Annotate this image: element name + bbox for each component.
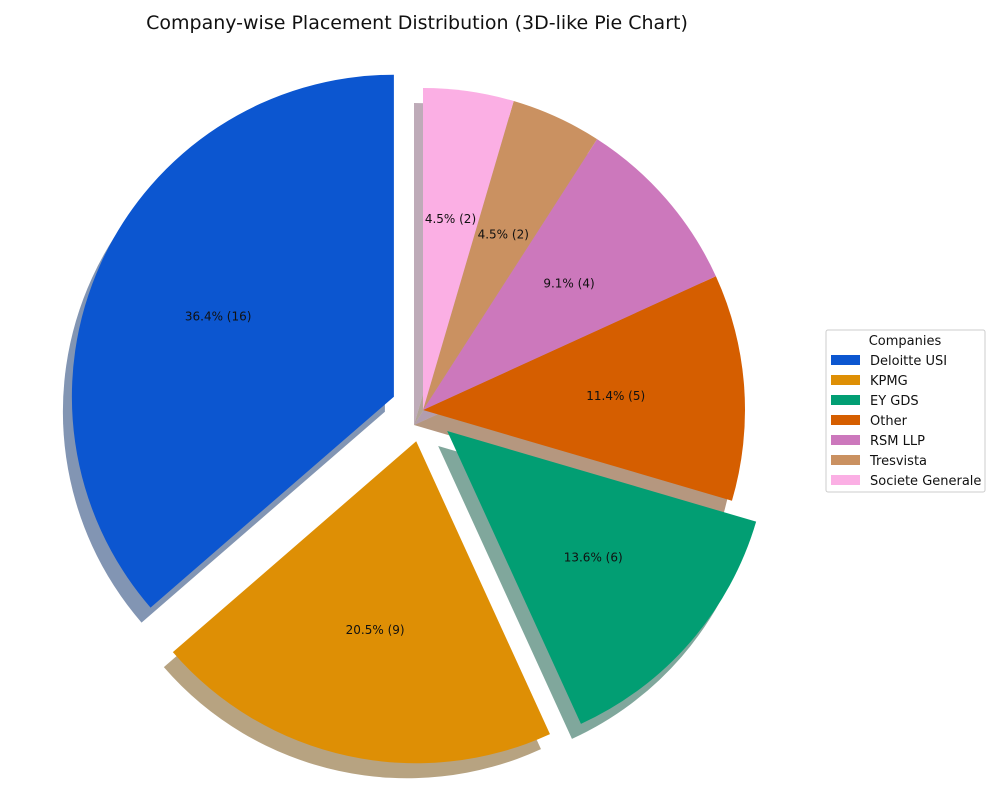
legend: Companies Deloitte USI KPMG EY GDS Other RSM… bbox=[825, 329, 986, 493]
slice-deloitte-usi bbox=[71, 74, 394, 608]
slice-labels: 36.4% (16) 20.5% (9) 13.6% (6) 11.4% (5) 9.1… bbox=[185, 212, 645, 637]
legend-label-tresvista: Tresvista bbox=[869, 454, 927, 469]
slice-kpmg bbox=[172, 441, 550, 764]
legend-items: Deloitte USI KPMG EY GDS Other RSM LLP Tresvi… bbox=[831, 354, 981, 489]
slice-label-other: 11.4% (5) bbox=[586, 389, 645, 403]
legend-label-societe-generale: Societe Generale bbox=[870, 474, 981, 489]
legend-label-ey-gds: EY GDS bbox=[870, 394, 919, 409]
legend-swatch-other bbox=[831, 415, 860, 425]
slice-rsm-llp bbox=[423, 139, 716, 410]
legend-swatch-deloitte-usi bbox=[831, 355, 860, 365]
slice-societe-generale bbox=[423, 88, 514, 410]
legend-swatch-tresvista bbox=[831, 455, 860, 465]
legend-swatch-societe-generale bbox=[831, 475, 860, 485]
legend-swatch-kpmg bbox=[831, 375, 860, 385]
slice-label-kpmg: 20.5% (9) bbox=[346, 623, 405, 637]
legend-label-rsm-llp: RSM LLP bbox=[870, 434, 925, 449]
slice-label-tresvista: 4.5% (2) bbox=[478, 227, 529, 241]
chart-title: Company-wise Placement Distribution (3D-… bbox=[146, 12, 688, 34]
slice-other bbox=[423, 276, 745, 501]
slice-label-rsm-llp: 9.1% (4) bbox=[543, 276, 594, 290]
slice-label-societe-generale: 4.5% (2) bbox=[425, 212, 476, 226]
slice-label-deloitte-usi: 36.4% (16) bbox=[185, 309, 252, 323]
legend-title: Companies bbox=[869, 334, 942, 349]
slice-ey-gds bbox=[447, 430, 757, 724]
legend-swatch-rsm-llp bbox=[831, 435, 860, 445]
legend-label-deloitte-usi: Deloitte USI bbox=[870, 354, 947, 369]
legend-swatch-ey-gds bbox=[831, 395, 860, 405]
slice-tresvista bbox=[423, 101, 598, 410]
slice-label-ey-gds: 13.6% (6) bbox=[564, 550, 623, 564]
legend-label-other: Other bbox=[870, 414, 908, 429]
legend-frame bbox=[825, 329, 986, 493]
pie-slices bbox=[71, 74, 757, 764]
legend-label-kpmg: KPMG bbox=[870, 374, 908, 389]
